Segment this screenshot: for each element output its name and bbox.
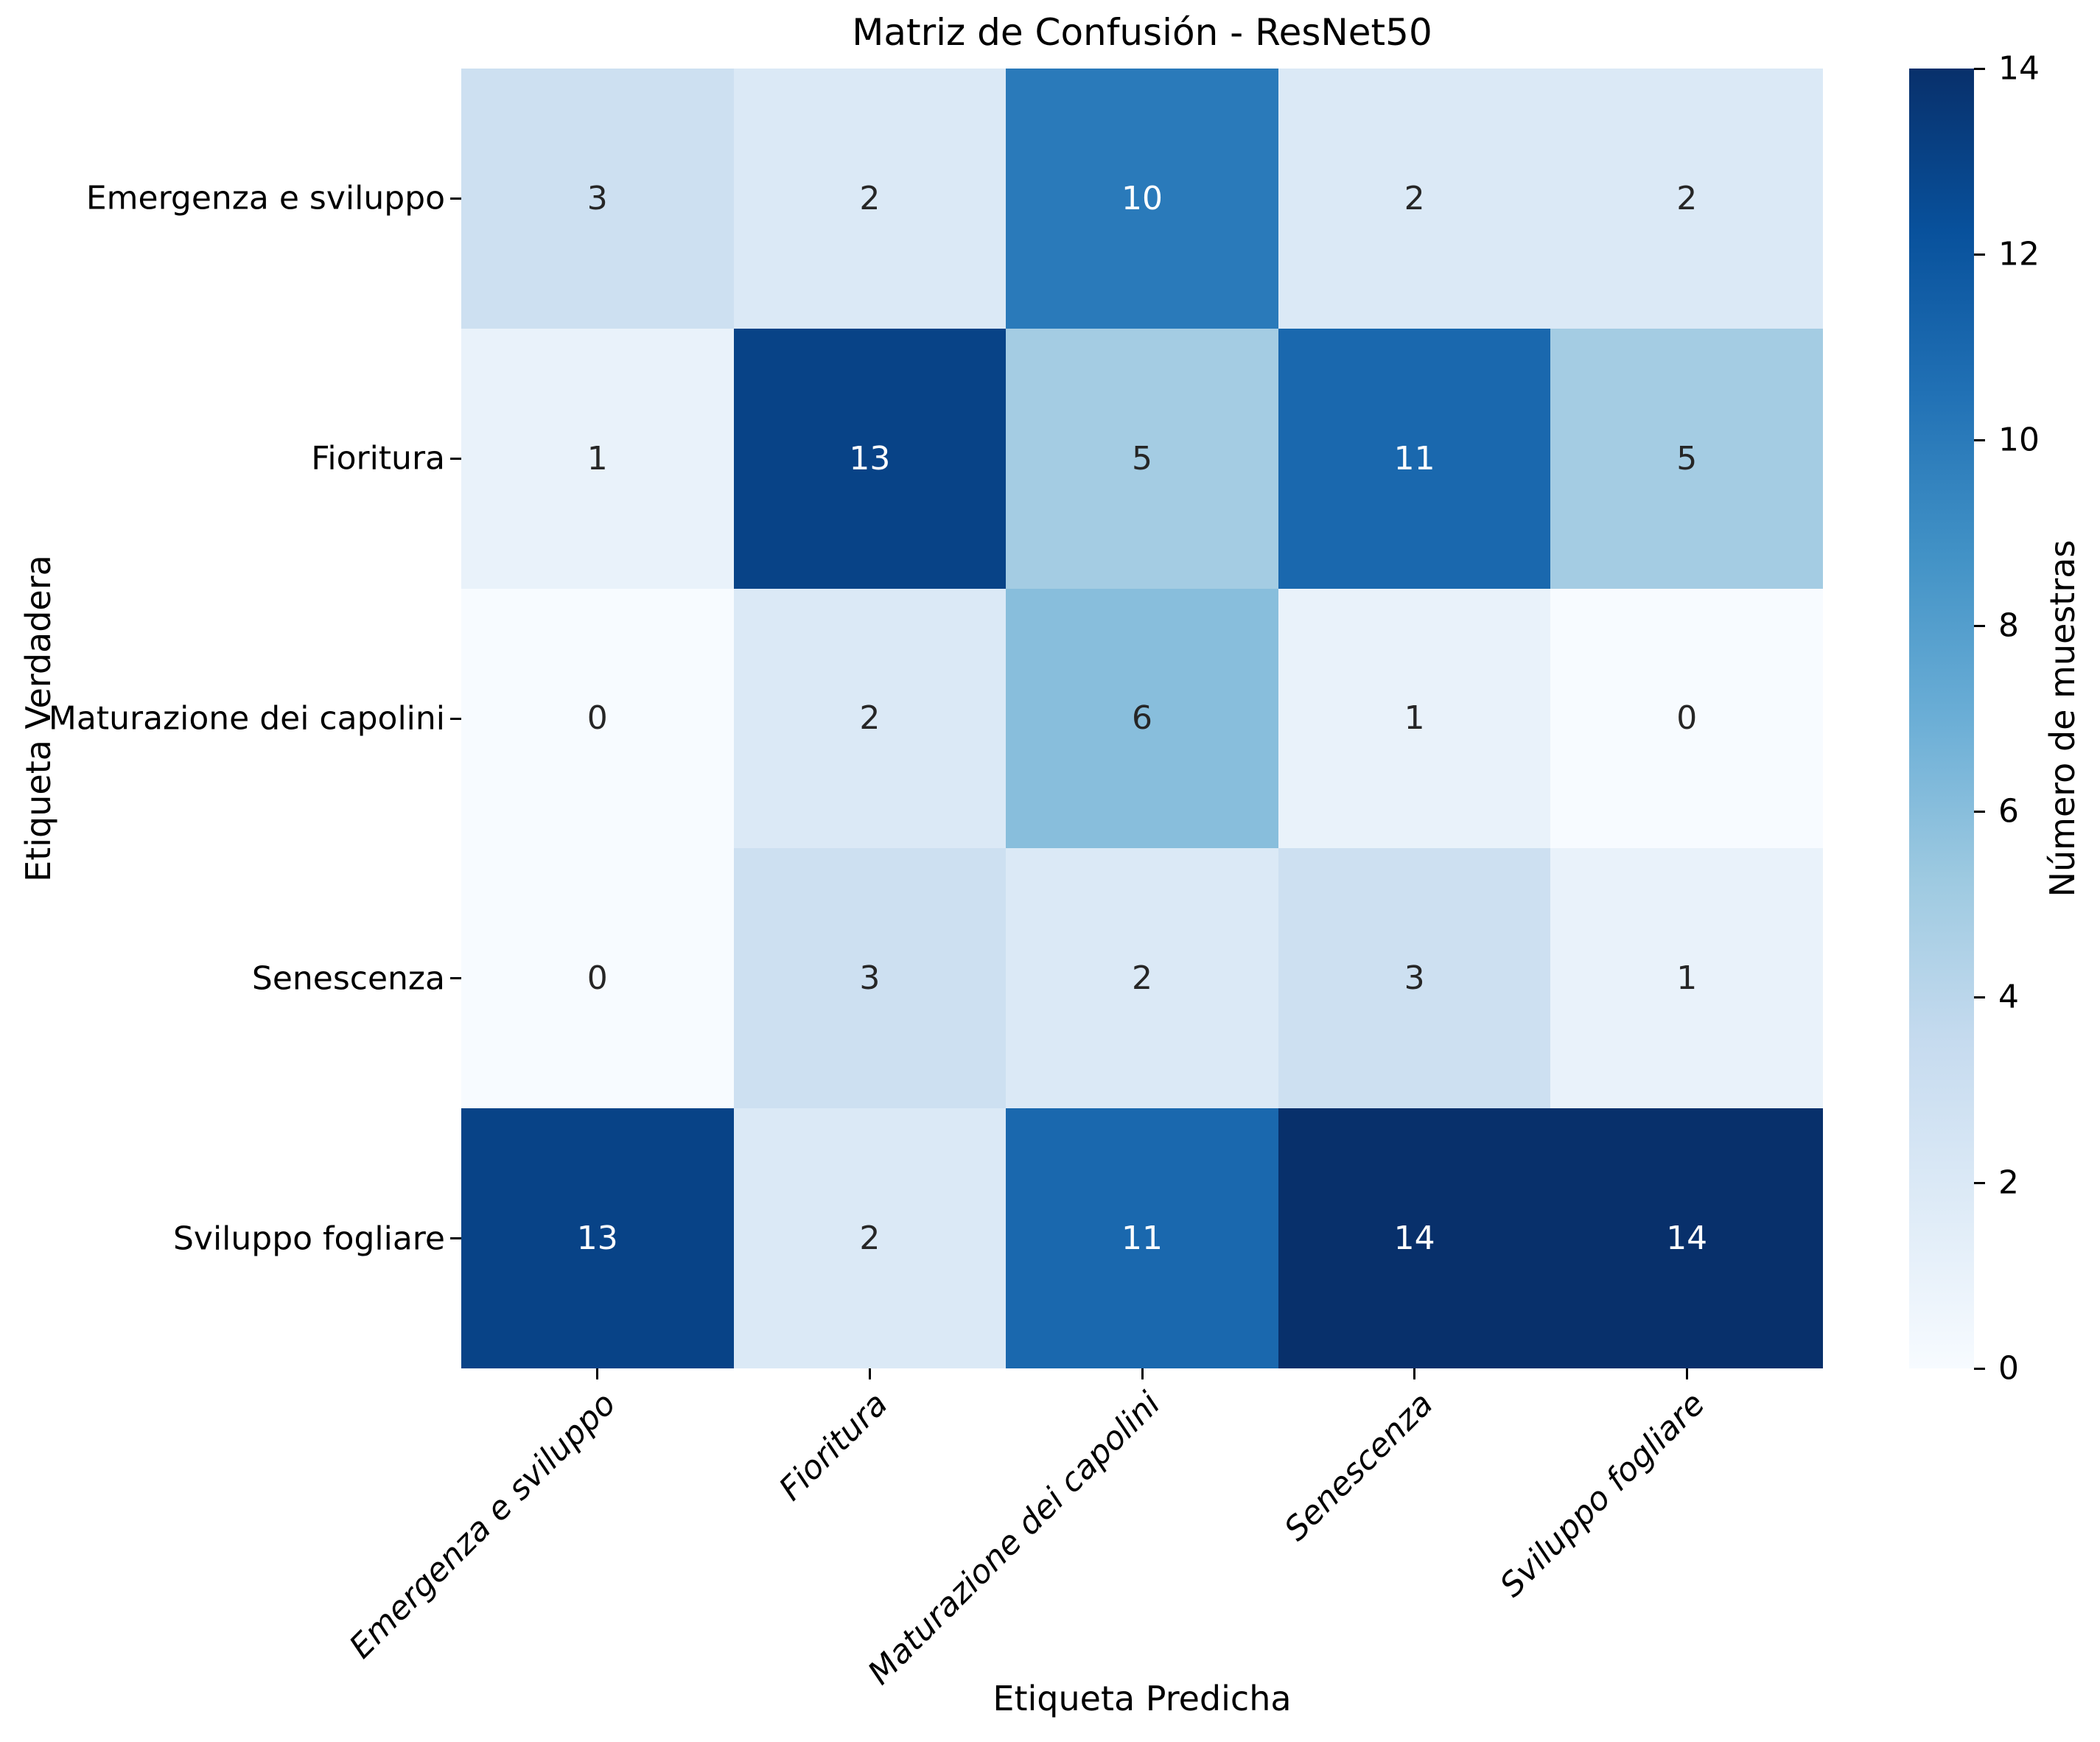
- cell-value: 1: [1404, 699, 1425, 738]
- colorbar-title: Número de muestras: [2043, 539, 2082, 898]
- tick-mark: [450, 1237, 461, 1240]
- colorbar-tick-label: 12: [1998, 235, 2040, 273]
- cell-value: 2: [1676, 179, 1698, 217]
- heatmap-cell-r0c2: 10: [1006, 69, 1278, 329]
- heatmap-cell-r2c4: 0: [1550, 588, 1823, 849]
- chart-title: Matriz de Confusión - ResNet50: [852, 11, 1432, 54]
- cell-value: 3: [1404, 959, 1425, 998]
- heatmap-cell-r1c3: 11: [1278, 328, 1551, 589]
- cell-value: 14: [1393, 1220, 1435, 1258]
- colorbar-tick-label: 10: [1998, 421, 2040, 459]
- tick-mark: [450, 717, 461, 720]
- heatmap-cell-r4c0: 13: [461, 1108, 734, 1368]
- x-tick-label: Emergenza e sviluppo: [342, 1385, 623, 1666]
- tick-mark: [596, 1368, 599, 1379]
- heatmap-grid: 3 2 10 2 2 1 13 5 11 5 0 2 6 1 0 0 3 2 3 1 13 2 11 14 14: [461, 69, 1823, 1368]
- colorbar-tick-label: 4: [1998, 978, 2019, 1016]
- heatmap-cell-r0c1: 2: [733, 69, 1007, 329]
- cell-value: 0: [1676, 699, 1698, 738]
- cell-value: 10: [1121, 179, 1163, 217]
- y-tick-label: Emergenza e sviluppo: [85, 179, 445, 217]
- tick-mark: [1974, 67, 1985, 70]
- colorbar-tick-label: 2: [1998, 1164, 2019, 1202]
- tick-mark: [1974, 810, 1985, 813]
- tick-mark: [1974, 996, 1985, 998]
- heatmap-cell-r4c4: 14: [1550, 1108, 1823, 1368]
- tick-mark: [450, 457, 461, 460]
- heatmap-cell-r1c0: 1: [461, 328, 734, 589]
- cell-value: 3: [587, 179, 608, 217]
- y-tick-label: Fioritura: [311, 439, 445, 478]
- cell-value: 3: [859, 959, 881, 998]
- heatmap-cell-r2c0: 0: [461, 588, 734, 849]
- cell-value: 13: [849, 439, 891, 478]
- tick-mark: [1141, 1368, 1144, 1379]
- tick-mark: [1974, 1367, 1985, 1370]
- cell-value: 0: [587, 959, 608, 998]
- heatmap-cell-r3c2: 2: [1006, 848, 1278, 1109]
- tick-mark: [1685, 1368, 1688, 1379]
- y-tick-label: Maturazione dei capolini: [48, 699, 445, 738]
- cell-value: 11: [1393, 439, 1435, 478]
- cell-value: 5: [1676, 439, 1698, 478]
- y-tick-label: Senescenza: [251, 959, 445, 998]
- heatmap-cell-r2c1: 2: [733, 588, 1007, 849]
- heatmap-cell-r1c1: 13: [733, 328, 1007, 589]
- x-tick-label: Maturazione dei capolini: [861, 1385, 1168, 1693]
- colorbar-tick-label: 0: [1998, 1349, 2019, 1388]
- colorbar-tick-label: 14: [1998, 49, 2040, 88]
- cell-value: 2: [859, 1220, 881, 1258]
- x-tick-label: Sviluppo fogliare: [1493, 1385, 1712, 1605]
- heatmap-cell-r0c4: 2: [1550, 69, 1823, 329]
- cell-value: 2: [1131, 959, 1152, 998]
- heatmap-cell-r1c2: 5: [1006, 328, 1278, 589]
- x-tick-label: Senescenza: [1276, 1385, 1441, 1548]
- cell-value: 1: [1676, 959, 1698, 998]
- colorbar-tick-label: 8: [1998, 606, 2019, 645]
- heatmap-cell-r3c3: 3: [1278, 848, 1551, 1109]
- cell-value: 14: [1666, 1220, 1708, 1258]
- heatmap-cell-r0c3: 2: [1278, 69, 1551, 329]
- tick-mark: [450, 197, 461, 200]
- heatmap-cell-r0c0: 3: [461, 69, 734, 329]
- tick-mark: [1413, 1368, 1416, 1379]
- cell-value: 1: [587, 439, 608, 478]
- heatmap-cell-r3c0: 0: [461, 848, 734, 1109]
- colorbar-gradient: [1909, 69, 1974, 1368]
- cell-value: 5: [1131, 439, 1152, 478]
- x-tick-label: Fioritura: [772, 1385, 896, 1508]
- heatmap-cell-r2c2: 6: [1006, 588, 1278, 849]
- tick-mark: [1974, 624, 1985, 627]
- heatmap-cell-r4c1: 2: [733, 1108, 1007, 1368]
- tick-mark: [450, 977, 461, 980]
- heatmap-cell-r1c4: 5: [1550, 328, 1823, 589]
- cell-value: 2: [859, 179, 881, 217]
- heatmap-cell-r2c3: 1: [1278, 588, 1551, 849]
- heatmap-cell-r4c2: 11: [1006, 1108, 1278, 1368]
- y-tick-label: Sviluppo fogliare: [172, 1220, 445, 1258]
- cell-value: 11: [1121, 1220, 1163, 1258]
- cell-value: 13: [576, 1220, 618, 1258]
- heatmap-cell-r3c4: 1: [1550, 848, 1823, 1109]
- heatmap-cell-r3c1: 3: [733, 848, 1007, 1109]
- tick-mark: [868, 1368, 871, 1379]
- heatmap-cell-r4c3: 14: [1278, 1108, 1551, 1368]
- cell-value: 2: [1404, 179, 1425, 217]
- tick-mark: [1974, 438, 1985, 441]
- tick-mark: [1974, 253, 1985, 256]
- x-axis-title: Etiqueta Predicha: [993, 1679, 1292, 1718]
- cell-value: 2: [859, 699, 881, 738]
- colorbar-tick-label: 6: [1998, 792, 2019, 830]
- tick-mark: [1974, 1181, 1985, 1184]
- cell-value: 0: [587, 699, 608, 738]
- cell-value: 6: [1131, 699, 1152, 738]
